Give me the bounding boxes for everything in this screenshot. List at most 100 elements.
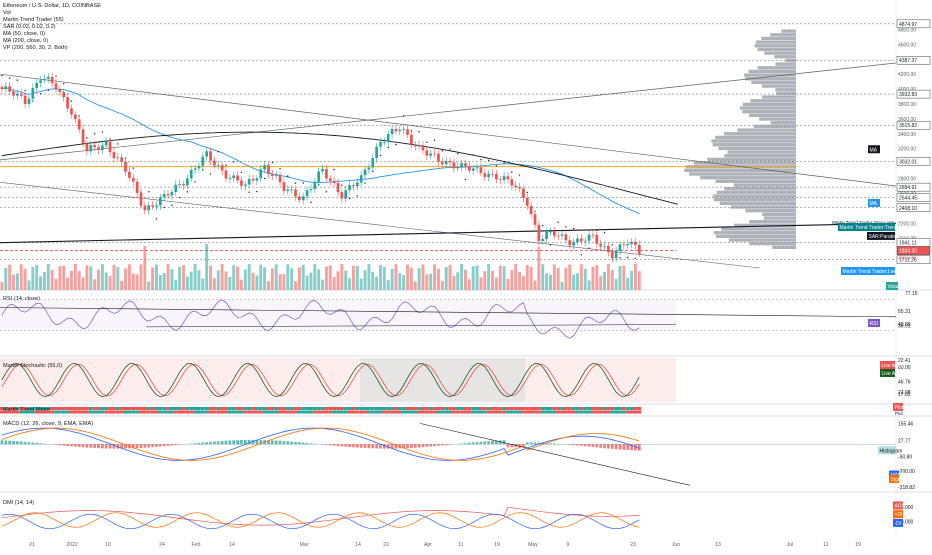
macd-axis-label: -318.82 xyxy=(898,485,915,491)
candle-body xyxy=(325,169,328,179)
candle-body xyxy=(483,173,486,177)
legend-sar[interactable]: SAR (0.02, 0.02, 0.2) xyxy=(3,24,101,31)
sar-dot xyxy=(63,83,64,84)
volume-profile-bar xyxy=(775,88,796,91)
macd-histogram-bar xyxy=(375,444,378,448)
trend-meter-bottom xyxy=(239,411,243,414)
volume-bar xyxy=(8,265,11,290)
candle-body xyxy=(59,90,62,92)
trend-meter-top xyxy=(139,407,143,410)
trend-meter-top xyxy=(498,407,502,410)
trend-meter-top xyxy=(421,407,425,410)
trend-meter-bottom xyxy=(89,411,93,414)
trend-meter-top xyxy=(541,407,545,410)
candle-body xyxy=(66,97,69,108)
volume-bar xyxy=(530,267,533,290)
volume-bar xyxy=(167,264,170,290)
trend-meter-bottom xyxy=(402,411,406,414)
volume-bar xyxy=(143,246,146,290)
trend-meter-bottom xyxy=(464,411,468,414)
candle-body xyxy=(124,162,127,172)
sar-dot xyxy=(488,160,489,161)
legend-trend-trader[interactable]: Martin Trend Trader (55) xyxy=(3,17,101,24)
volume-profile-bar xyxy=(718,147,796,150)
trend-meter-top xyxy=(502,407,506,410)
volume-bar xyxy=(584,269,587,290)
volume-profile-bar xyxy=(744,73,796,76)
volume-bar xyxy=(418,268,421,290)
trend-meter-bottom xyxy=(135,411,139,414)
trend-meter-top xyxy=(437,407,441,410)
sar-dot xyxy=(333,169,334,170)
x-axis-label: 10 xyxy=(105,542,111,548)
macd-histogram-bar xyxy=(595,444,598,447)
volume-bar xyxy=(398,273,401,290)
trend-meter-top xyxy=(201,407,205,410)
legend-volume[interactable]: Vol xyxy=(3,10,101,17)
trend-meter-bottom xyxy=(301,411,305,414)
trend-meter-top xyxy=(344,407,348,410)
trend-meter-bottom xyxy=(294,411,298,414)
trend-meter-top xyxy=(614,407,618,410)
trend-pane-label[interactable]: Martin Trend Meter xyxy=(3,407,50,413)
volume-bar xyxy=(306,276,309,290)
volume-bar xyxy=(240,280,243,290)
macd-histogram-bar xyxy=(20,442,23,445)
candle-body xyxy=(279,175,282,182)
volume-bar xyxy=(35,265,38,290)
volume-bar xyxy=(503,266,506,290)
candle-body xyxy=(510,179,513,185)
volume-bar xyxy=(321,280,324,290)
volume-bar xyxy=(290,268,293,290)
rsi-pane-label[interactable]: RSI (14, close) xyxy=(3,296,40,302)
candle-body xyxy=(159,197,162,205)
sar-dot xyxy=(596,230,597,231)
trend-meter-bottom xyxy=(201,411,205,414)
trend-meter-bottom xyxy=(444,411,448,414)
volume-bar xyxy=(116,267,119,290)
sar-dot xyxy=(457,153,458,154)
macd-pane-label[interactable]: MACD (12, 26, close, 9, EMA, EMA) xyxy=(3,421,93,427)
legend-ma50[interactable]: MA (50, close, 0) xyxy=(3,31,101,38)
volume-bar xyxy=(62,266,65,290)
sar-tag: SAR:ParabolicSAR xyxy=(869,234,912,240)
trend-meter-bottom xyxy=(437,411,441,414)
candle-body xyxy=(105,142,108,146)
volume-bar xyxy=(294,281,297,290)
volume-bar xyxy=(568,265,571,290)
trend-meter-top xyxy=(483,407,487,410)
stoch-axis-label: 46.76 xyxy=(898,379,911,385)
trend-meter-bottom xyxy=(479,411,483,414)
volume-bar xyxy=(476,265,479,290)
trend-meter-top xyxy=(81,407,85,410)
volume-bar xyxy=(263,267,266,290)
trend-meter-bottom xyxy=(506,411,510,414)
trend-meter-bottom xyxy=(147,411,151,414)
trend-meter-top xyxy=(166,407,170,410)
volume-bar xyxy=(58,266,61,290)
stoch-pane-label[interactable]: Martin Stochastic (55,0) xyxy=(3,363,62,369)
candle-body xyxy=(368,168,371,170)
legend-ma200[interactable]: MA (200, close, 0) xyxy=(3,38,101,45)
volume-bar xyxy=(580,264,583,290)
candle-body xyxy=(572,242,575,245)
macd-histogram-bar xyxy=(12,441,15,444)
dmi-pane-label[interactable]: DMI (14, 14) xyxy=(3,500,34,506)
volume-profile-bar xyxy=(731,205,796,208)
macd-histogram-bar xyxy=(433,444,436,446)
trend-meter-top xyxy=(545,407,549,410)
candle-body xyxy=(507,176,510,179)
trend-meter-bottom xyxy=(174,411,178,414)
volume-bar xyxy=(537,247,540,290)
trend-meter-bottom xyxy=(352,411,356,414)
x-axis-label: 11 xyxy=(458,542,463,548)
price-level-tag: 4387.37 xyxy=(899,58,917,64)
trend-meter-bottom xyxy=(321,411,325,414)
sar-dot xyxy=(133,167,134,168)
stoch-live-alert-tag: Live Alert xyxy=(882,363,903,369)
macd-histogram-bar xyxy=(476,442,479,444)
legend-volume-profile[interactable]: VP (200, 560, 30, 2, Both) xyxy=(3,45,101,52)
trend-meter-top xyxy=(247,407,251,410)
chart-title[interactable]: Ethereum / U.S. Dollar, 1D, COINBASE xyxy=(3,3,101,10)
trend-meter-top xyxy=(440,407,444,410)
